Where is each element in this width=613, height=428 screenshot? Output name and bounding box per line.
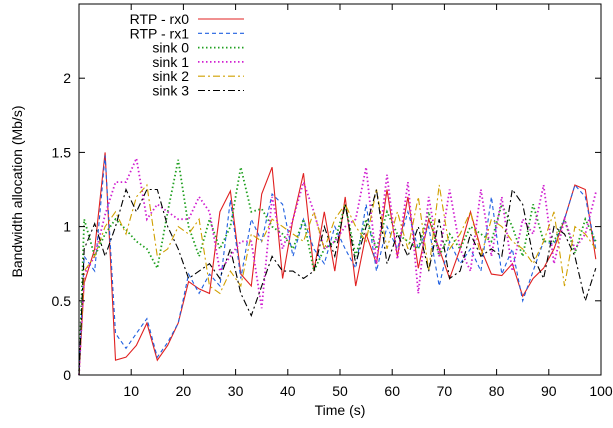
x-tick-label: 20 — [176, 383, 192, 399]
plot-area — [78, 152, 597, 376]
x-tick-label: 100 — [589, 383, 613, 399]
legend-label-2: sink 0 — [152, 40, 189, 56]
x-tick-label: 40 — [280, 383, 296, 399]
legend-label-5: sink 3 — [152, 83, 189, 99]
axis-ticks: 10 20 30 40 50 60 70 80 90 100 0 0.5 1 1.5 2 — [52, 4, 613, 399]
y-tick-label: 1 — [63, 219, 71, 235]
legend-label-0: RTP - rx0 — [130, 11, 190, 27]
x-tick-label: 50 — [332, 383, 348, 399]
legend-label-1: RTP - rx1 — [130, 25, 190, 41]
legend-label-4: sink 2 — [152, 68, 189, 84]
y-tick-label: 1.5 — [52, 144, 72, 160]
x-tick-label: 90 — [541, 383, 557, 399]
x-tick-label: 80 — [489, 383, 505, 399]
x-axis-title: Time (s) — [315, 402, 366, 418]
series-line-2 — [78, 159, 597, 376]
x-tick-label: 70 — [437, 383, 453, 399]
series-line-0 — [78, 152, 597, 376]
x-tick-label: 10 — [123, 383, 139, 399]
series-line-4 — [78, 183, 597, 376]
series-line-5 — [78, 187, 597, 376]
y-tick-label: 2 — [63, 70, 71, 86]
y-axis-title: Bandwidth allocation (Mb/s) — [9, 106, 25, 278]
series-line-1 — [78, 155, 597, 376]
y-tick-label: 0 — [63, 367, 71, 383]
legend-label-3: sink 1 — [152, 54, 189, 70]
y-tick-label: 0.5 — [52, 293, 72, 309]
x-tick-label: 30 — [228, 383, 244, 399]
x-tick-label: 60 — [384, 383, 400, 399]
